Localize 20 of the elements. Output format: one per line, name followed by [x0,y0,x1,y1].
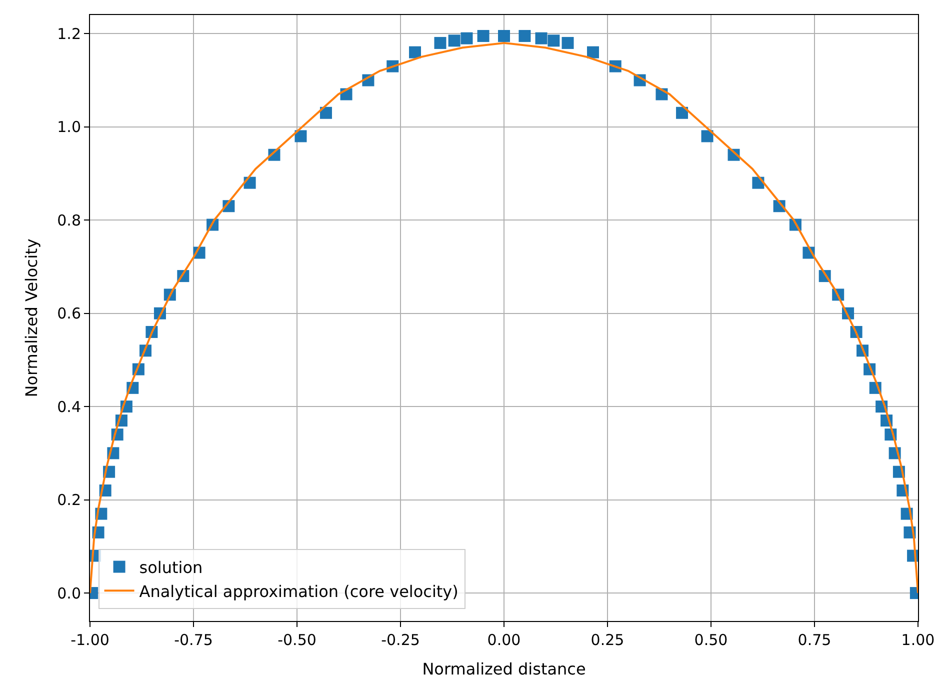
y-tick-label: 0.6 [57,304,81,323]
x-tick-label: 1.00 [901,631,935,649]
x-tick-label: 0.50 [694,631,728,649]
y-tick-label: 0.4 [57,398,81,416]
y-tick-label: 1.2 [57,24,81,43]
y-tick-label: 0.2 [57,491,81,510]
x-tick-label: -0.50 [278,631,316,649]
y-tick-label: 1.0 [57,118,81,136]
y-tick-label: 0.0 [57,584,81,602]
x-tick-label: 0.25 [590,631,624,649]
legend-label: solution [139,558,203,578]
x-tick-label: -0.25 [381,631,420,649]
legend-label: Analytical approximation (core velocity) [139,582,458,601]
y-tick-label: 0.8 [57,211,81,230]
x-tick-label: 0.00 [487,631,521,649]
x-tick-label: -1.00 [70,631,110,649]
x-tick-label: 0.75 [798,631,832,649]
x-tick-label: -0.75 [174,631,213,649]
x-axis-title: Normalized distance [422,660,586,679]
y-axis-title: Normalized Velocity [22,238,42,398]
